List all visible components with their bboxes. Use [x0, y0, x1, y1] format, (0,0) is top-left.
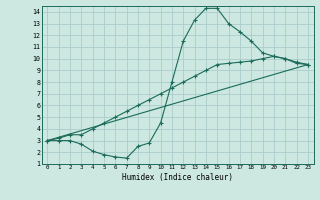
X-axis label: Humidex (Indice chaleur): Humidex (Indice chaleur) [122, 173, 233, 182]
